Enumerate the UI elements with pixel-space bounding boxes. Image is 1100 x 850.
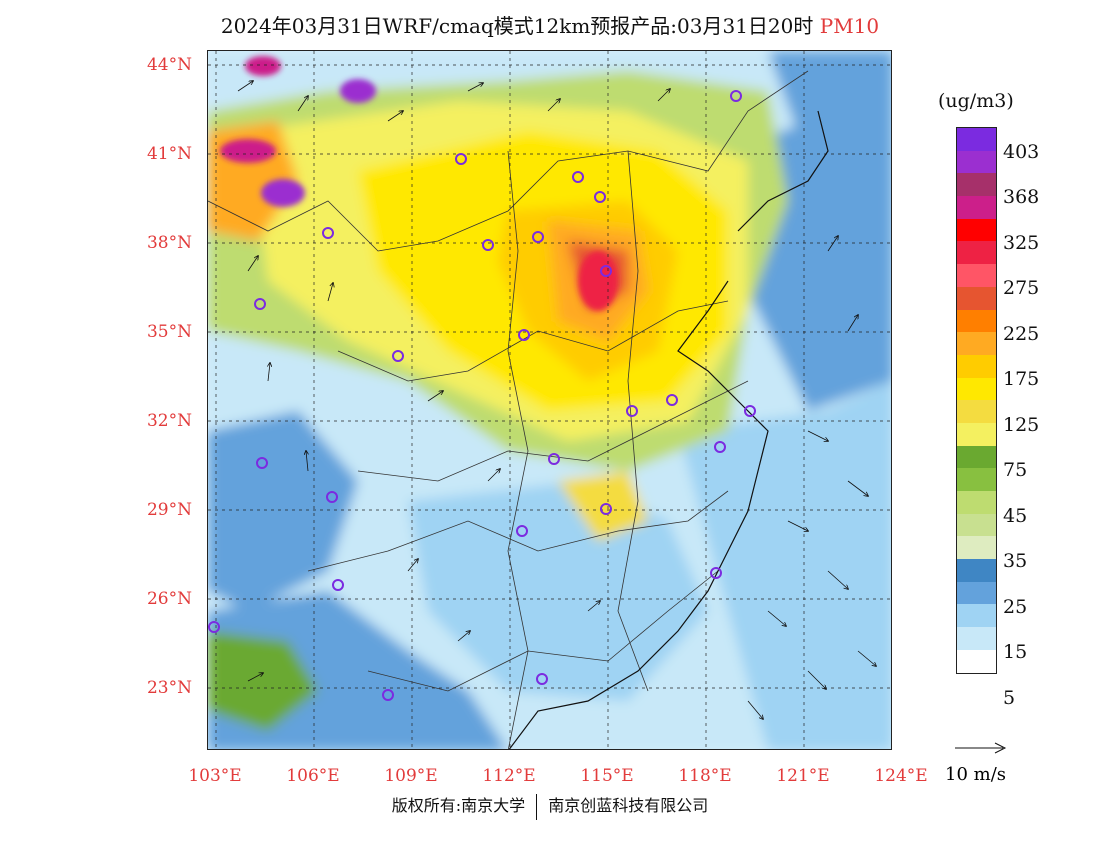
- legend-label-25: 25: [1003, 596, 1028, 618]
- city-markers: [208, 90, 756, 701]
- legend-unit: (ug/m3): [938, 90, 1014, 112]
- wind-reference: 10 m/s: [945, 738, 1065, 785]
- wind-vectors: [237, 81, 876, 719]
- lat-label-44: 44°N: [146, 55, 192, 75]
- color-bar-swatch: [957, 559, 996, 582]
- color-bar-swatch: [957, 150, 996, 174]
- legend-label-125: 125: [1003, 414, 1040, 436]
- legend-label-5: 5: [1003, 687, 1016, 709]
- lon-label-124: 124°E: [874, 766, 928, 786]
- title-pollutant: PM10: [819, 14, 880, 38]
- lat-label-29: 29°N: [146, 500, 192, 520]
- color-bar-swatch: [957, 286, 996, 310]
- wind-reference-label: 10 m/s: [945, 764, 1006, 785]
- color-bar-swatch: [957, 536, 996, 560]
- lon-label-103: 103°E: [188, 766, 242, 786]
- color-bar-swatch: [957, 468, 996, 491]
- legend-label-403: 403: [1003, 141, 1040, 163]
- color-bar-swatch: [957, 377, 996, 401]
- color-bar-swatch: [957, 332, 996, 355]
- color-bar-swatch: [957, 241, 996, 265]
- lat-label-38: 38°N: [146, 233, 192, 253]
- legend-label-45: 45: [1003, 505, 1028, 527]
- legend-label-325: 325: [1003, 232, 1040, 254]
- concentration-fill: [208, 51, 891, 749]
- lon-label-112: 112°E: [482, 766, 536, 786]
- lon-label-109: 109°E: [384, 766, 438, 786]
- lat-label-26: 26°N: [146, 589, 192, 609]
- title-main: 2024年03月31日WRF/cmaq模式12km预报产品:03月31日20时: [220, 14, 814, 38]
- lon-label-121: 121°E: [776, 766, 830, 786]
- lat-label-41: 41°N: [146, 144, 192, 164]
- lat-label-23: 23°N: [146, 678, 192, 698]
- legend-label-368: 368: [1003, 186, 1040, 208]
- lon-label-106: 106°E: [286, 766, 340, 786]
- coastline: [508, 110, 829, 749]
- color-bar: [956, 127, 997, 674]
- map-title: 2024年03月31日WRF/cmaq模式12km预报产品:03月31日20时 …: [0, 10, 1100, 39]
- copyright-footer: 版权所有:南京大学 南京创蓝科技有限公司: [0, 792, 1100, 820]
- legend-label-225: 225: [1003, 323, 1040, 345]
- footer-left: 版权所有:南京大学: [391, 796, 526, 815]
- lat-label-32: 32°N: [146, 411, 192, 431]
- wind-reference-arrow-icon: [955, 742, 1007, 754]
- color-bar-swatch: [957, 445, 996, 469]
- color-bar-swatch: [957, 604, 996, 628]
- lon-label-118: 118°E: [678, 766, 732, 786]
- color-bar-swatch: [957, 491, 996, 514]
- color-bar-swatch: [957, 218, 996, 242]
- pm10-concentration-map: [207, 50, 892, 750]
- color-bar-swatch: [957, 173, 996, 197]
- lat-label-35: 35°N: [146, 322, 192, 342]
- legend-label-175: 175: [1003, 368, 1040, 390]
- color-bar-swatch: [957, 627, 996, 650]
- color-bar-swatch: [957, 422, 996, 446]
- footer-right: 南京创蓝科技有限公司: [548, 796, 709, 815]
- color-bar-swatch: [957, 264, 996, 287]
- lon-label-115: 115°E: [580, 766, 634, 786]
- footer-divider: [536, 793, 538, 820]
- province-borders: [208, 70, 809, 749]
- color-bar-swatch: [957, 400, 996, 423]
- color-bar-swatch: [957, 581, 996, 605]
- legend-label-15: 15: [1003, 641, 1028, 663]
- grid-lines: [208, 51, 891, 749]
- color-bar-swatch: [957, 309, 996, 333]
- map-canvas: [208, 51, 891, 749]
- color-bar-swatch: [957, 196, 996, 219]
- color-bar-swatch: [957, 649, 996, 673]
- color-bar-swatch: [957, 128, 996, 151]
- legend-label-75: 75: [1003, 459, 1028, 481]
- color-bar-swatch: [957, 354, 996, 378]
- legend-label-275: 275: [1003, 277, 1040, 299]
- color-bar-swatch: [957, 513, 996, 537]
- legend-label-35: 35: [1003, 550, 1028, 572]
